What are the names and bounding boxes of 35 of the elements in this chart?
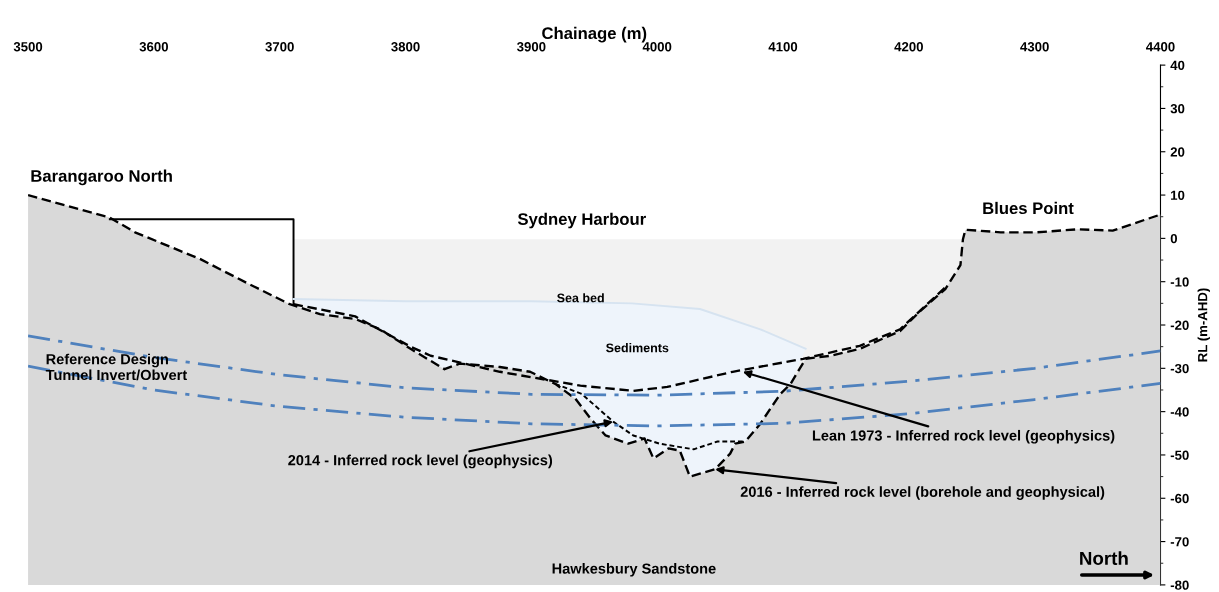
annotation: Barangaroo North: [31, 169, 172, 186]
y-tick-label: 30: [1170, 104, 1185, 114]
x-tick-label: 4200: [894, 42, 923, 52]
annotation: Sydney Harbour: [517, 212, 646, 229]
y-tick-label: -70: [1170, 537, 1189, 547]
y-tick-label: -50: [1170, 450, 1189, 460]
y-tick-label: -30: [1170, 363, 1189, 374]
y-tick-label: -10: [1170, 277, 1189, 287]
x-tick-label: 3800: [391, 42, 420, 52]
y-tick-label: 10: [1171, 190, 1185, 200]
annotation: Sediments: [606, 343, 669, 353]
x-tick-label: 4100: [768, 42, 798, 52]
x-tick-label: 3600: [139, 42, 168, 52]
y-tick-label: 40: [1170, 60, 1185, 71]
y-tick-label: 0: [1170, 233, 1178, 244]
x-tick-label: 3700: [265, 42, 294, 52]
y-tick-label: -20: [1170, 320, 1189, 330]
y-tick-label: -40: [1170, 407, 1189, 417]
y-tick-label: -80: [1170, 580, 1189, 590]
y-tick-label: 20: [1170, 147, 1185, 157]
x-tick-label: 3500: [13, 42, 43, 52]
x-tick-label: 4000: [642, 42, 672, 52]
y-tick-label: -60: [1170, 493, 1189, 504]
annotation: Sea bed: [557, 293, 604, 303]
x-tick-label: 3900: [516, 42, 546, 52]
annotation: 2016 - Inferred rock level (borehole and geophysical): [740, 486, 1105, 500]
annotation: Blues Point: [983, 201, 1074, 215]
x-tick-label: 4300: [1020, 42, 1049, 52]
annotation: 2014 - Inferred rock level (geophysics): [288, 454, 553, 469]
x-tick-label: 4400: [1146, 42, 1175, 52]
y-axis-title: RL (m-AHD): [1197, 288, 1210, 362]
annotation: Hawkesbury Sandstone: [552, 563, 716, 577]
annotation: North: [1080, 551, 1128, 565]
x-axis-title: Chainage (m): [542, 26, 647, 43]
annotation: Lean 1973 - Inferred rock level (geophysics): [812, 429, 1115, 444]
